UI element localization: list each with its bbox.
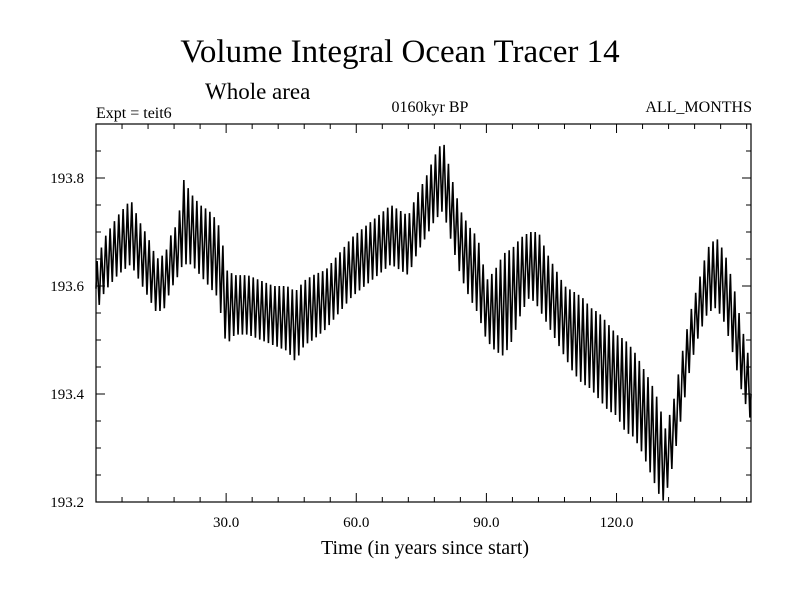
y-tick-label: 193.4 bbox=[50, 387, 84, 403]
x-axis-label: Time (in years since start) bbox=[320, 537, 530, 559]
chart-subtitle: Whole area bbox=[205, 79, 311, 104]
plot-frame bbox=[95, 123, 752, 503]
y-tick-label: 193.8 bbox=[50, 171, 84, 187]
y-tick-label: 193.2 bbox=[50, 495, 84, 511]
x-tick-label: 90.0 bbox=[473, 515, 499, 531]
y-tick-label: 193.6 bbox=[50, 279, 84, 295]
period-label: 0160kyr BP bbox=[391, 99, 469, 116]
axes: 30.0 60.0 90.0 120.0 193.2 193.4 193.6 193.8 bbox=[50, 123, 752, 531]
x-tick-label: 120.0 bbox=[600, 515, 634, 531]
experiment-label: Expt = teit6 bbox=[96, 105, 172, 122]
x-tick-label: 60.0 bbox=[343, 515, 369, 531]
chart-title: Volume Integral Ocean Tracer 14 bbox=[180, 34, 620, 70]
series-group bbox=[95, 144, 752, 501]
months-label: ALL_MONTHS bbox=[645, 99, 752, 116]
series-line bbox=[95, 144, 752, 501]
x-tick-label: 30.0 bbox=[213, 515, 239, 531]
